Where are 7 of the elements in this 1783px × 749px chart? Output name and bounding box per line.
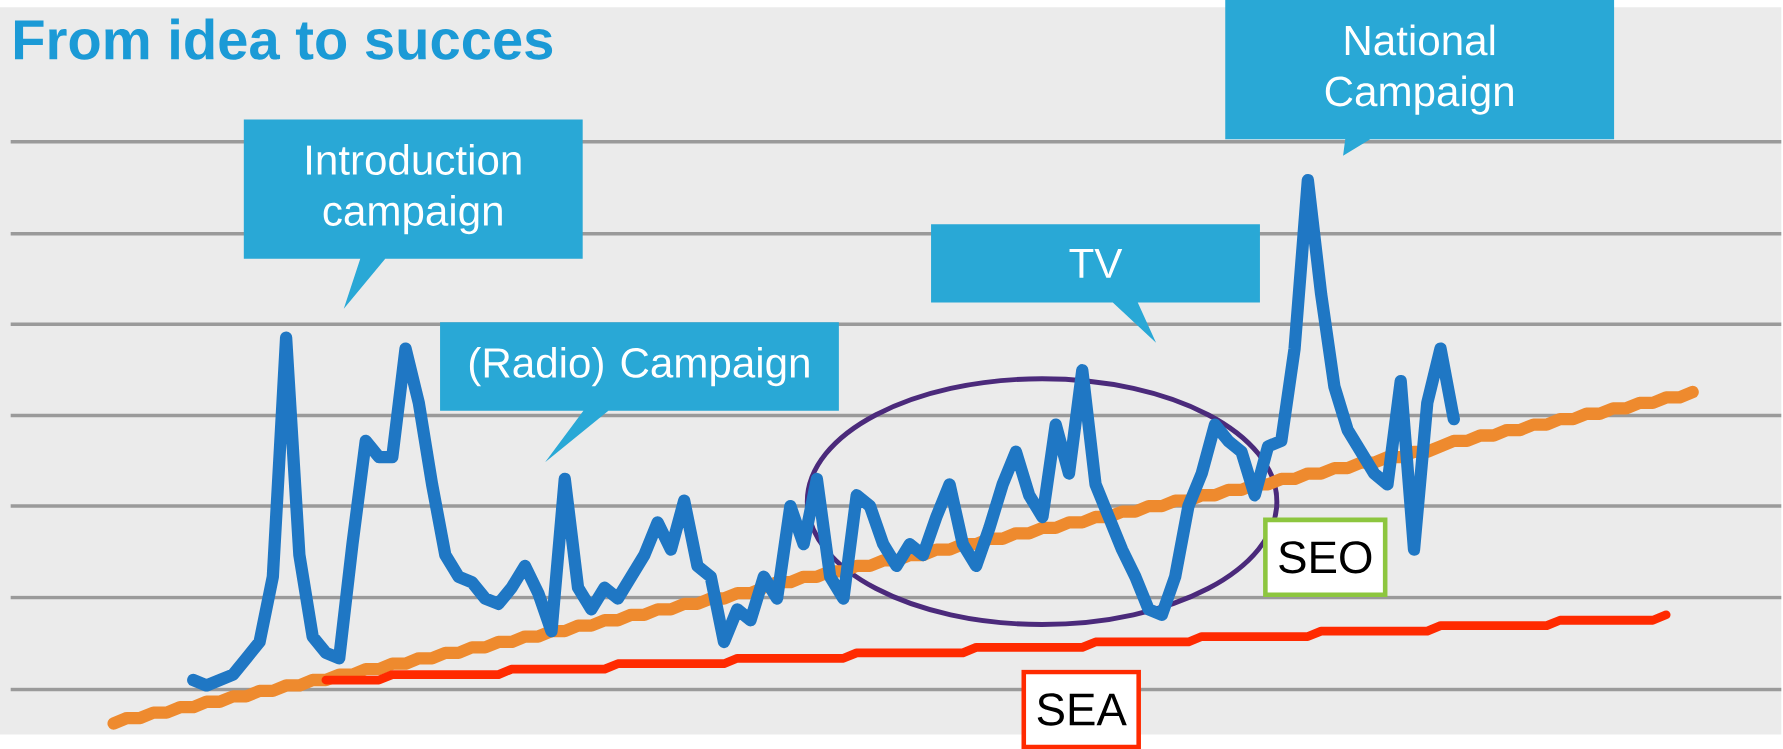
annotation: Introduction campaign — [307, 143, 521, 235]
series-label: SEA — [1037, 693, 1127, 726]
series-label: SEO — [1279, 541, 1372, 574]
annotation: TV — [1069, 248, 1123, 278]
chart-title: From idea to succes — [14, 18, 553, 60]
text: National Campaign — [1325, 24, 1513, 115]
annotation: (Radio) Campaign — [469, 346, 809, 387]
